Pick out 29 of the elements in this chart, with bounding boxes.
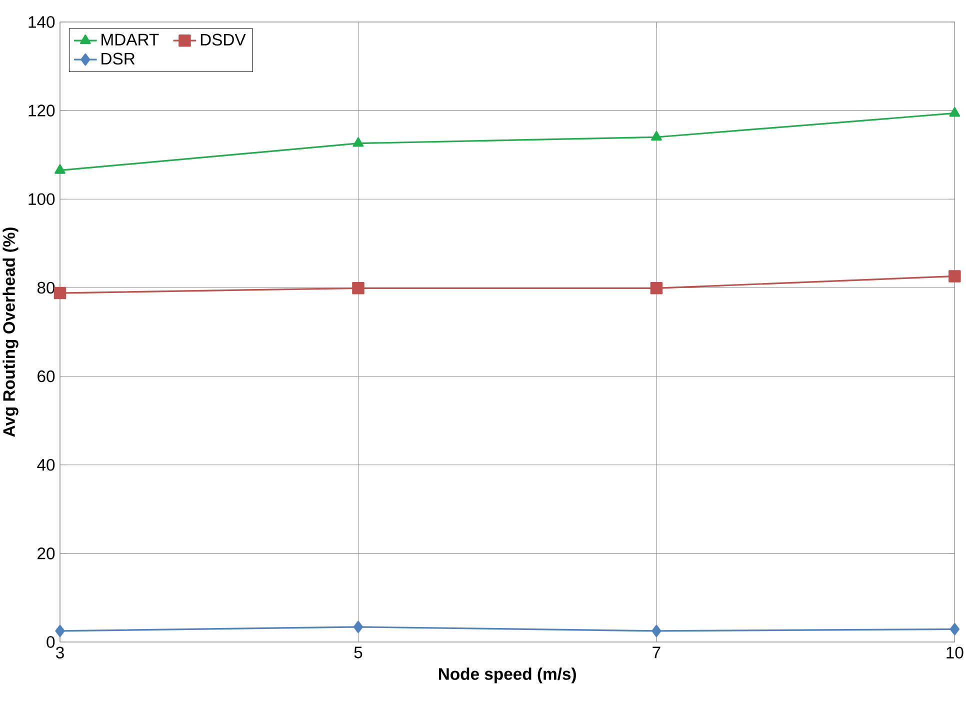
x-tick-label: 5 xyxy=(354,646,362,658)
y-tick-label: 120 xyxy=(28,104,55,116)
legend-label: MDART xyxy=(102,34,159,46)
point xyxy=(949,107,960,117)
point xyxy=(948,270,961,282)
legend-label: DSDV xyxy=(200,34,246,46)
legend-label: DSR xyxy=(102,52,135,65)
y-tick-label: 40 xyxy=(37,458,55,471)
x-tick-label: 7 xyxy=(652,646,660,658)
x-tick-label: 3 xyxy=(56,646,64,659)
point xyxy=(950,623,960,636)
y-tick-label: 100 xyxy=(28,193,55,206)
y-tick-label: 20 xyxy=(38,548,55,560)
y-axis-title: Avg Routing Overhead (%) xyxy=(2,228,18,437)
point xyxy=(54,164,66,174)
y-tick-label: 140 xyxy=(28,16,55,28)
point xyxy=(352,282,364,294)
y-tick-label: 80 xyxy=(37,282,55,294)
y-tick-label: 0 xyxy=(46,636,55,648)
point xyxy=(650,282,663,294)
point xyxy=(54,286,66,300)
y-tick-label: 60 xyxy=(38,370,55,382)
point xyxy=(352,137,364,147)
point xyxy=(651,131,662,141)
point xyxy=(55,624,65,638)
x-axis-title: Node speed (m/s) xyxy=(438,668,576,684)
x-tick-label: 10 xyxy=(946,646,964,659)
point xyxy=(652,624,662,638)
point xyxy=(353,620,364,634)
